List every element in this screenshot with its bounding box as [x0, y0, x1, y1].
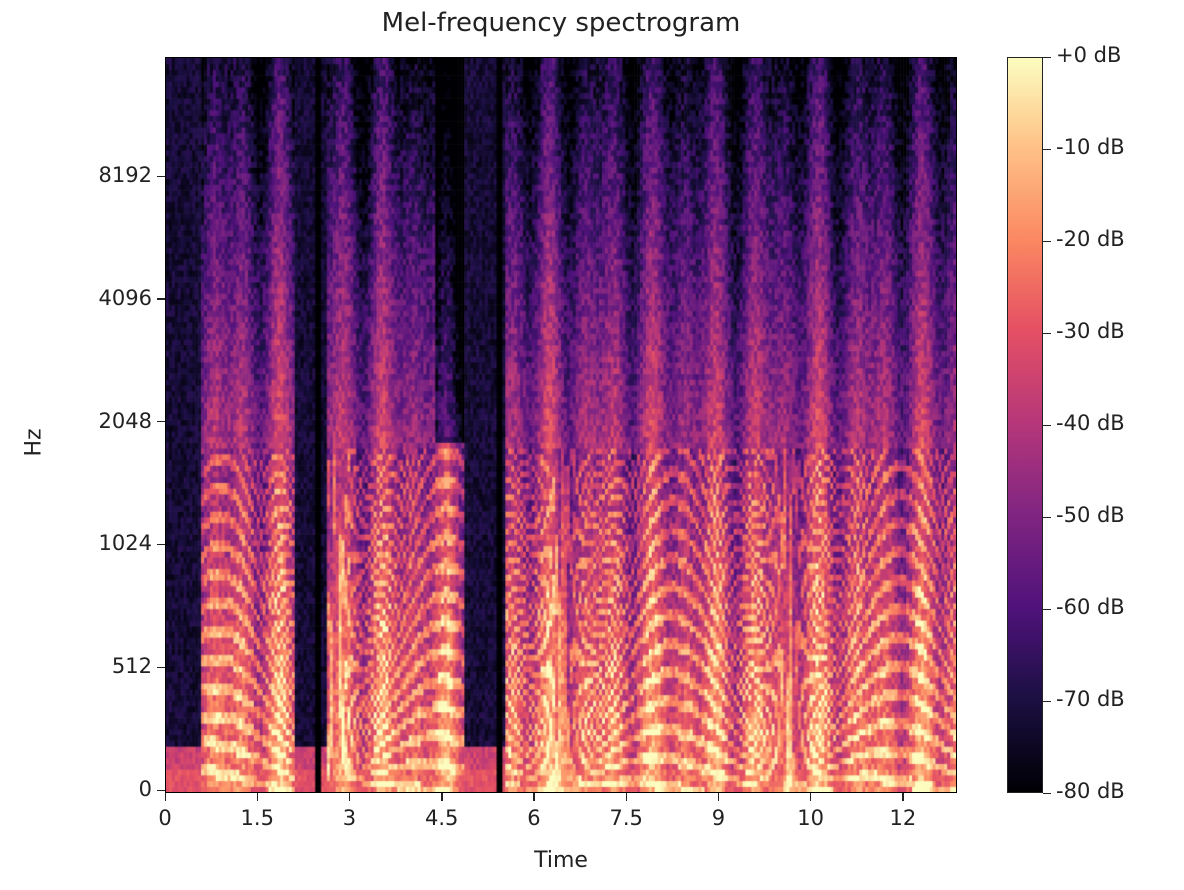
x-tick-label: 10: [797, 806, 824, 830]
x-tick-label: 1.5: [240, 806, 274, 830]
colorbar-tick-label: -30 dB: [1056, 319, 1125, 343]
spectrogram-heatmap: [166, 58, 956, 792]
x-tick: [810, 793, 812, 801]
y-tick-label: 1024: [98, 531, 152, 556]
x-axis-label: Time: [534, 848, 588, 873]
colorbar-tick-label: -70 dB: [1056, 687, 1125, 711]
colorbar-tick-label: -80 dB: [1056, 779, 1125, 803]
y-tick: [157, 789, 165, 791]
colorbar-tick: [1043, 516, 1051, 518]
colorbar-tick: [1043, 148, 1051, 150]
x-tick-label: 4.5: [425, 806, 459, 830]
x-tick: [164, 793, 166, 801]
y-tick-label: 512: [111, 654, 152, 679]
x-tick-label: 6: [527, 806, 541, 830]
x-tick: [441, 793, 443, 801]
colorbar-tick: [1043, 792, 1051, 794]
y-tick: [157, 666, 165, 668]
y-tick-label: 8192: [98, 163, 152, 187]
colorbar: [1007, 57, 1043, 793]
x-tick: [348, 793, 351, 801]
colorbar-tick: [1043, 424, 1051, 426]
colorbar-tick-label: -50 dB: [1056, 503, 1125, 527]
y-tick: [157, 543, 165, 546]
x-tick-label: 12: [889, 806, 917, 830]
colorbar-tick: [1043, 56, 1051, 58]
y-tick-label: 4096: [98, 285, 152, 310]
y-tick-label: 0: [138, 777, 152, 801]
x-tick-label: 7.5: [609, 806, 643, 830]
y-axis-label: Hz: [21, 428, 47, 457]
colorbar-tick-label: -40 dB: [1056, 411, 1125, 435]
x-tick-label: 0: [158, 806, 172, 830]
y-tick: [157, 175, 165, 177]
x-tick: [533, 793, 535, 801]
x-tick: [902, 793, 904, 801]
x-tick: [625, 793, 627, 801]
chart-title: Mel-frequency spectrogram: [381, 8, 741, 38]
x-tick: [717, 793, 720, 801]
colorbar-tick: [1043, 608, 1051, 610]
colorbar-tick-label: -20 dB: [1056, 227, 1125, 251]
colorbar-tick: [1043, 240, 1051, 242]
plot-area: [165, 57, 957, 793]
x-tick: [256, 793, 259, 801]
y-tick: [157, 298, 165, 300]
x-tick-label: 9: [711, 806, 726, 830]
colorbar-tick-label: -10 dB: [1056, 135, 1125, 159]
colorbar-tick: [1043, 332, 1051, 334]
y-tick: [157, 421, 165, 423]
x-tick-label: 3: [342, 806, 357, 830]
y-tick-label: 2048: [98, 408, 152, 433]
colorbar-tick-label: -60 dB: [1056, 595, 1125, 619]
colorbar-tick: [1043, 700, 1051, 702]
colorbar-tick-label: +0 dB: [1056, 43, 1122, 67]
